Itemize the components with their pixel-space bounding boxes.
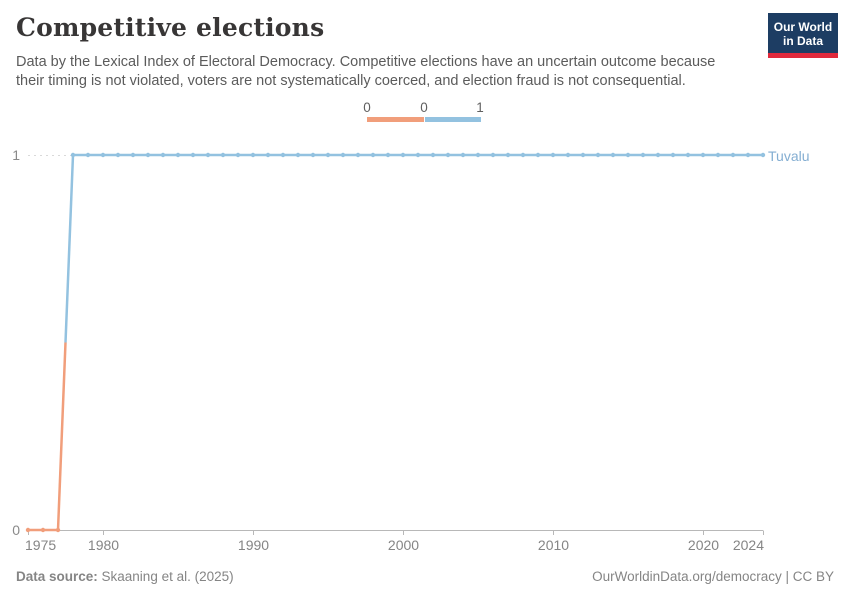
footer-divider: | (781, 569, 793, 584)
legend-bin-value-1[interactable] (424, 117, 481, 122)
owid-logo-text: Our World in Data (773, 20, 833, 48)
svg-text:2020: 2020 (688, 537, 719, 553)
color-scale-legend: 0 0 1 (0, 100, 850, 124)
data-source-note: Data source: Skaaning et al. (2025) (16, 569, 234, 584)
footer-attribution: OurWorldinData.org/democracy | CC BY (592, 569, 834, 584)
legend-label-0: 0 (363, 100, 371, 115)
svg-text:1980: 1980 (88, 537, 119, 553)
svg-text:0: 0 (12, 522, 20, 538)
footer-link[interactable]: OurWorldinData.org/democracy (592, 569, 782, 584)
chart-subtitle: Data by the Lexical Index of Electoral D… (16, 53, 776, 91)
series-label-tuvalu[interactable]: Tuvalu (768, 148, 810, 164)
data-source-value: Skaaning et al. (2025) (97, 569, 234, 584)
data-source-label: Data source: (16, 569, 98, 584)
legend-label-2: 1 (476, 100, 484, 115)
owid-logo-red-bar (768, 53, 838, 58)
svg-text:2000: 2000 (388, 537, 419, 553)
page-title: Competitive elections (16, 13, 325, 42)
svg-text:2010: 2010 (538, 537, 569, 553)
footer: Data source: Skaaning et al. (2025) OurW… (16, 569, 834, 584)
subtitle-line-2: their timing is not violated, voters are… (16, 73, 686, 89)
owid-logo[interactable]: Our World in Data (768, 13, 838, 58)
legend-label-1: 0 (420, 100, 428, 115)
svg-text:1975: 1975 (25, 537, 56, 553)
svg-text:2024: 2024 (733, 537, 764, 553)
svg-text:1: 1 (12, 147, 20, 163)
footer-license: CC BY (792, 569, 834, 584)
legend-bin-value-0[interactable] (367, 117, 424, 122)
svg-text:1990: 1990 (238, 537, 269, 553)
subtitle-line-1: Data by the Lexical Index of Electoral D… (16, 54, 716, 70)
